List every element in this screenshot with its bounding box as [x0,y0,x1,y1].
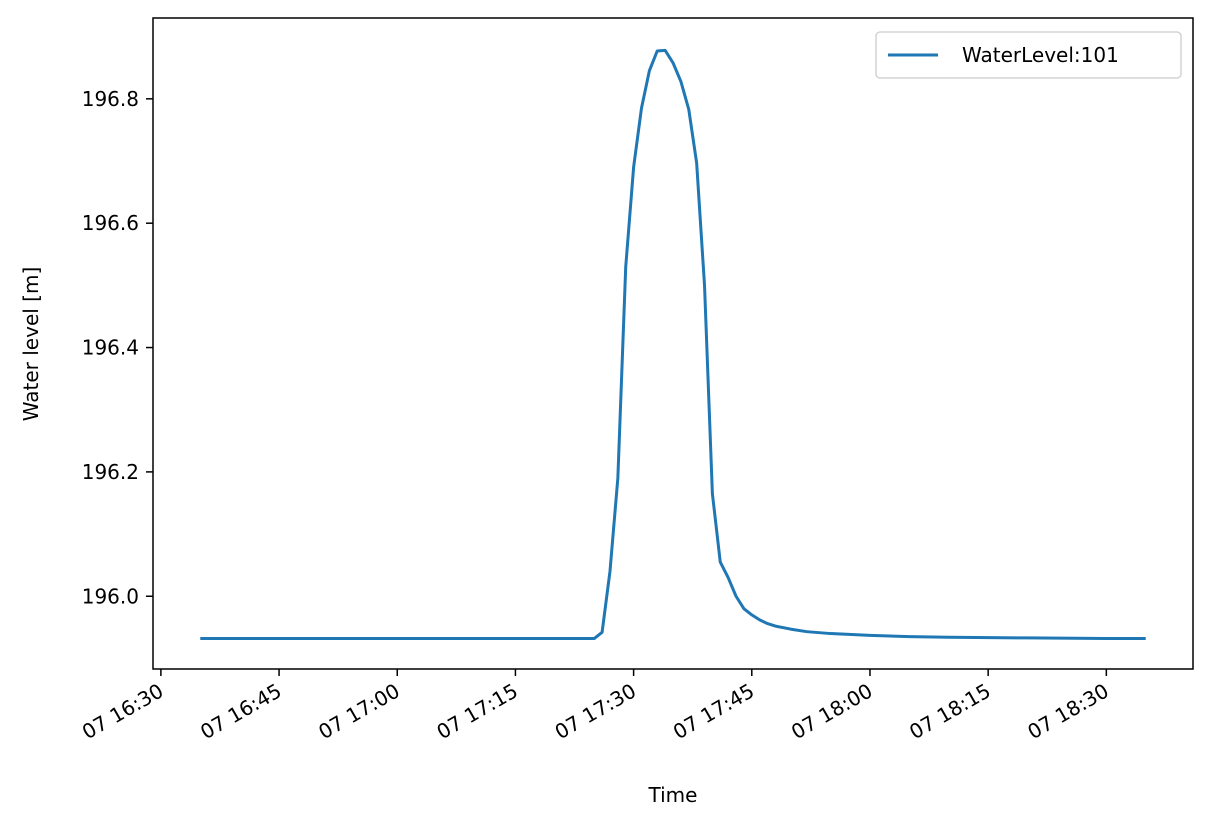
y-axis-title: Water level [m] [19,267,43,421]
y-tick-label: 196.8 [82,87,139,111]
y-tick-label: 196.6 [82,211,139,235]
x-axis-title: Time [648,783,698,807]
legend: WaterLevel:101 [875,31,1182,79]
legend-label: WaterLevel:101 [962,43,1119,67]
y-tick-label: 196.2 [82,460,139,484]
y-axis: 196.0 196.2 196.4 196.6 196.8 [82,87,153,608]
y-tick-label: 196.4 [82,336,139,360]
series-layer [200,48,1146,641]
y-tick-label: 196.0 [82,584,139,608]
axes-frame [152,17,1194,670]
legend-box [875,31,1182,79]
series-line-waterlevel-101 [200,48,1146,641]
